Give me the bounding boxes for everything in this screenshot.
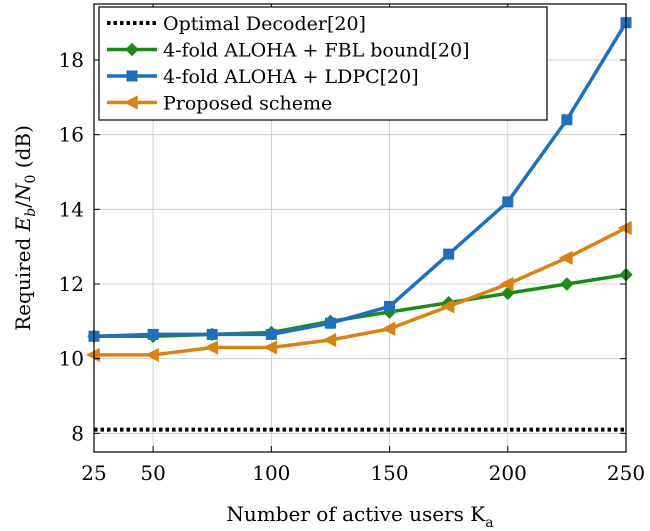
y-tick-label: 12	[59, 272, 84, 296]
x-axis-label-subscript: a	[485, 515, 493, 531]
y-axis-label: Required Eb/N0 (dB)	[11, 125, 39, 331]
x-tick-label: 25	[81, 461, 106, 485]
data-point	[266, 329, 276, 339]
data-point	[148, 329, 158, 339]
data-point	[323, 334, 335, 347]
y-axis-label-unit: (dB)	[11, 125, 35, 174]
legend: Optimal Decoder[20] 4-fold ALOHA + FBL bo…	[99, 7, 547, 120]
series-proposed-scheme	[87, 222, 631, 362]
data-point	[205, 341, 217, 354]
y-tick-label: 16	[59, 123, 84, 147]
y-axis-label-n-subscript: 0	[23, 175, 39, 184]
legend-label: Proposed scheme	[163, 93, 332, 115]
x-tick-label: 250	[607, 461, 645, 485]
data-point	[560, 252, 572, 265]
x-tick-label: 50	[140, 461, 165, 485]
x-axis-label: Number of active users Ka	[226, 502, 493, 531]
x-axis-label-text: Number of active users K	[226, 502, 486, 526]
legend-label: Optimal Decoder[20]	[163, 13, 366, 35]
y-axis-label-e: E	[11, 216, 35, 232]
y-axis-label-prefix: Required	[11, 231, 35, 331]
data-point	[444, 249, 454, 259]
y-axis-label-e-subscript: b	[23, 208, 39, 217]
y-tick-label: 10	[59, 347, 84, 371]
data-point	[87, 349, 99, 362]
data-point	[561, 278, 573, 290]
y-axis-label-n: N	[11, 182, 35, 202]
data-point	[207, 329, 217, 339]
legend-label: 4-fold ALOHA + FBL bound[20]	[163, 40, 470, 62]
y-tick-label: 8	[71, 421, 84, 445]
data-point	[383, 323, 395, 336]
x-tick-label: 200	[489, 461, 527, 485]
series-4-fold-aloha-fbl-bound-20	[88, 269, 632, 343]
data-point	[562, 115, 572, 125]
legend-label: 4-fold ALOHA + LDPC[20]	[163, 66, 419, 88]
data-point	[325, 318, 335, 328]
data-point	[385, 301, 395, 311]
data-point	[503, 197, 513, 207]
x-tick-label: 100	[252, 461, 290, 485]
y-tick-label: 14	[59, 197, 84, 221]
x-tick-label: 150	[370, 461, 408, 485]
y-tick-label: 18	[59, 48, 84, 72]
data-point	[146, 349, 158, 362]
data-point	[264, 341, 276, 354]
legend-marker	[127, 71, 137, 81]
